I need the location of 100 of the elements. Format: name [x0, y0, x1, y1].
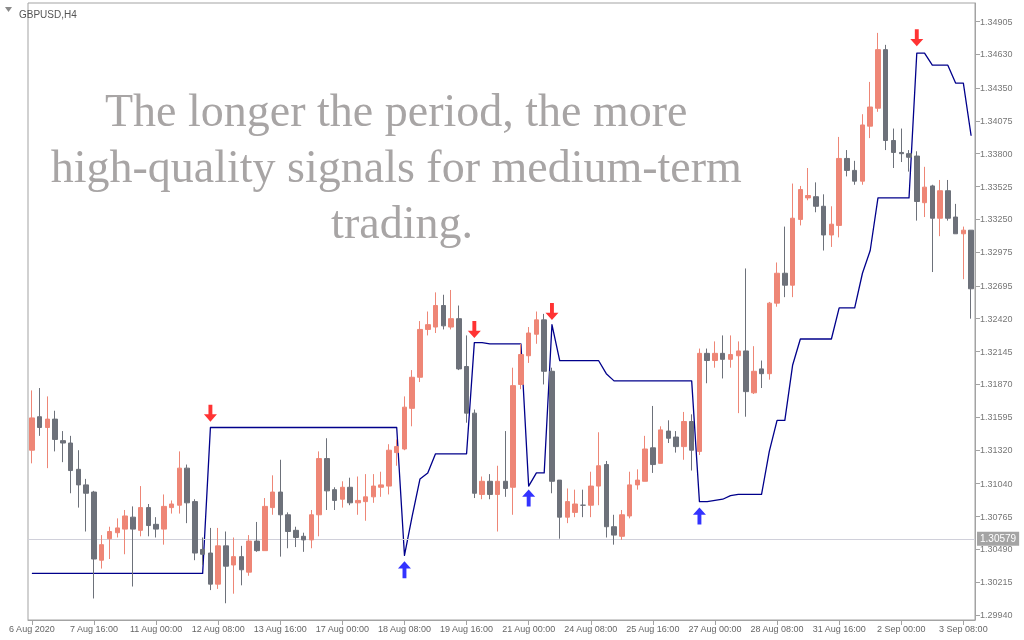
candlestick [309, 509, 314, 549]
line-series [31, 52, 972, 575]
candlestick [433, 291, 438, 334]
candlestick [215, 527, 221, 590]
candlestick [425, 311, 431, 336]
candlestick [642, 435, 648, 482]
candlestick [409, 369, 415, 427]
candlestick [510, 367, 516, 516]
candlestick [231, 536, 236, 595]
candlestick [246, 534, 252, 577]
point [467, 320, 481, 338]
candlestick [161, 493, 167, 546]
candlestick [37, 387, 42, 437]
candlestick [728, 334, 733, 369]
y-tick-label: 1.32695 [980, 280, 1013, 291]
candlestick [829, 205, 834, 248]
candlestick [805, 167, 811, 201]
y-tick-label: 1.33525 [980, 181, 1013, 192]
x-tick-label: 21 Aug 00:00 [502, 623, 556, 634]
candlestick [184, 464, 190, 524]
candlestick [254, 521, 260, 553]
candlestick [386, 443, 392, 495]
candlestick [867, 81, 873, 139]
candlestick [324, 437, 330, 511]
candlestick [518, 343, 524, 390]
candlestick [146, 503, 151, 537]
candlestick [503, 430, 508, 498]
candlestick [704, 348, 710, 384]
y-tick-label: 1.34075 [980, 115, 1013, 126]
candlestick [60, 430, 66, 463]
candlestick [673, 430, 679, 454]
candlestick [689, 413, 694, 472]
candlestick [945, 179, 951, 222]
x-tick-label: 6 Aug 2020 [9, 623, 55, 634]
candlestick [549, 367, 555, 494]
candlestick [611, 514, 617, 546]
candlestick [968, 229, 974, 320]
candlestick [712, 340, 718, 369]
y-tick-label: 1.31870 [980, 379, 1013, 390]
x-tick-label: 19 Aug 16:00 [440, 623, 494, 634]
point [203, 404, 217, 422]
candlestick [961, 226, 966, 280]
candlestick [930, 184, 935, 273]
candlestick [192, 498, 198, 561]
y-tick-label: 1.31040 [980, 478, 1013, 489]
candlestick [891, 128, 896, 169]
candlestick [169, 499, 174, 515]
candlestick [572, 489, 578, 518]
y-tick-label: 1.32145 [980, 346, 1013, 357]
candlestick [153, 516, 159, 538]
candlestick [565, 487, 570, 524]
candlestick [534, 311, 539, 345]
candlestick [720, 334, 725, 379]
x-tick-label: 13 Aug 16:00 [253, 623, 307, 634]
y-tick-label: 1.34350 [980, 82, 1013, 93]
candlestick [347, 477, 353, 506]
candlestick [487, 473, 493, 500]
candlestick [666, 419, 671, 444]
candlestick [619, 509, 625, 541]
candlestick [767, 301, 772, 381]
candlestick [45, 395, 50, 469]
candlestick [293, 526, 299, 548]
candlestick [635, 468, 640, 491]
candlestick [394, 438, 399, 467]
x-tick-label: 12 Aug 08:00 [191, 623, 245, 634]
candlestick [456, 305, 462, 371]
candlestick [223, 531, 229, 604]
candlestick [922, 166, 927, 218]
candlestick [650, 405, 656, 474]
candlestick [262, 497, 268, 552]
x-tick-label: 25 Aug 16:00 [626, 623, 680, 634]
candlestick [914, 150, 920, 222]
candlestick [580, 489, 586, 518]
x-tick-label: 24 Aug 08:00 [564, 623, 618, 634]
candlestick [836, 136, 842, 238]
candlestick [526, 326, 531, 364]
candlestick [340, 480, 345, 509]
candlestick [239, 545, 244, 586]
candlestick [200, 536, 205, 566]
y-tick-label: 1.34630 [980, 49, 1013, 60]
candlestick [99, 534, 104, 570]
candlestick [270, 474, 275, 516]
x-tick-label: 2 Sep 00:00 [876, 623, 926, 634]
x-tick-label: 7 Aug 16:00 [69, 623, 118, 634]
candlestick [495, 465, 500, 533]
candlestick [627, 471, 632, 519]
y-tick-label: 1.32420 [980, 313, 1013, 324]
x-tick-label: 18 Aug 08:00 [377, 623, 431, 634]
candlestick [402, 395, 407, 451]
candlestick [751, 345, 757, 395]
candlestick [83, 478, 89, 533]
point [692, 507, 706, 525]
candlestick [813, 181, 819, 213]
candlestick [596, 431, 601, 506]
candlestick [448, 289, 454, 330]
x-tick-label: 31 Aug 16:00 [812, 623, 866, 634]
candlestick [588, 471, 594, 518]
candlestick [736, 340, 741, 414]
x-tick-label: 28 Aug 08:00 [750, 623, 804, 634]
point [910, 29, 924, 47]
